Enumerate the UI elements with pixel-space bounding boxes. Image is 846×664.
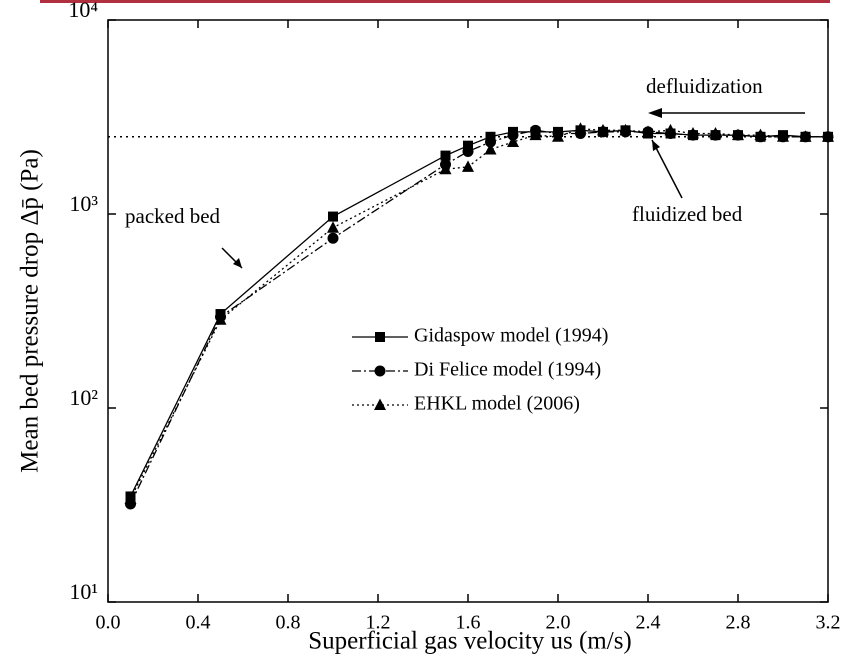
annotation-arrow [651,139,683,199]
marker [439,162,452,175]
annotation: defluidization [646,74,763,98]
x-tick-label: 1.2 [366,612,391,634]
series-line [129,128,828,500]
x-tick-label: 1.6 [456,612,481,634]
legend-marker [374,398,386,410]
arrowhead [233,258,242,268]
marker [507,135,519,148]
x-tick-label: 0.4 [186,612,211,634]
marker [664,123,677,136]
arrowhead [652,140,660,151]
marker [507,129,519,141]
x-tick-label: 0.8 [276,612,301,634]
y-tick-label: 10³ [69,191,98,216]
legend-label: Di Felice model (1994) [414,359,601,381]
marker [754,128,767,141]
marker [687,126,699,139]
legend-label: EHKL model (2006) [414,393,580,415]
y-tick-label: 10² [69,385,98,410]
marker [619,123,632,136]
marker [214,313,227,325]
x-axis-label: Superficial gas velocity us (m/s) [308,628,632,655]
legend [345,320,735,420]
marker [328,211,338,222]
marker [485,136,496,148]
marker [777,130,789,142]
marker [597,123,609,136]
marker [642,125,654,137]
x-tick-label: 2.4 [636,612,661,634]
marker [327,221,339,233]
x-tick-label: 0.0 [96,612,121,634]
annotation: fluidized bed [632,202,743,226]
marker [732,128,744,141]
y-axis-label: Mean bed pressure drop Δp̄ (Pa) [17,149,44,473]
marker [552,130,564,142]
legend-marker [374,365,386,377]
marker [462,145,474,157]
annotation: packed bed [125,204,221,228]
marker [574,122,587,134]
legend-label: Gidaspow model (1994) [414,325,608,347]
x-tick-label: 2.8 [726,612,751,634]
series-line [129,129,828,505]
legend-marker [375,332,385,342]
top-rule [40,0,830,3]
arrowhead [648,108,662,118]
marker [440,150,451,161]
marker [709,126,722,139]
marker [327,232,339,244]
series-line [129,129,828,497]
marker [124,492,137,504]
marker [822,130,834,142]
y-tick-label: 10¹ [69,579,98,604]
x-tick-label: 3.2 [816,612,841,634]
marker [463,140,473,151]
x-tick-label: 2.0 [546,612,571,634]
marker [529,128,542,141]
marker [462,160,474,172]
marker [484,143,497,155]
y-tick-label: 10⁴ [68,0,98,22]
marker [799,130,812,142]
